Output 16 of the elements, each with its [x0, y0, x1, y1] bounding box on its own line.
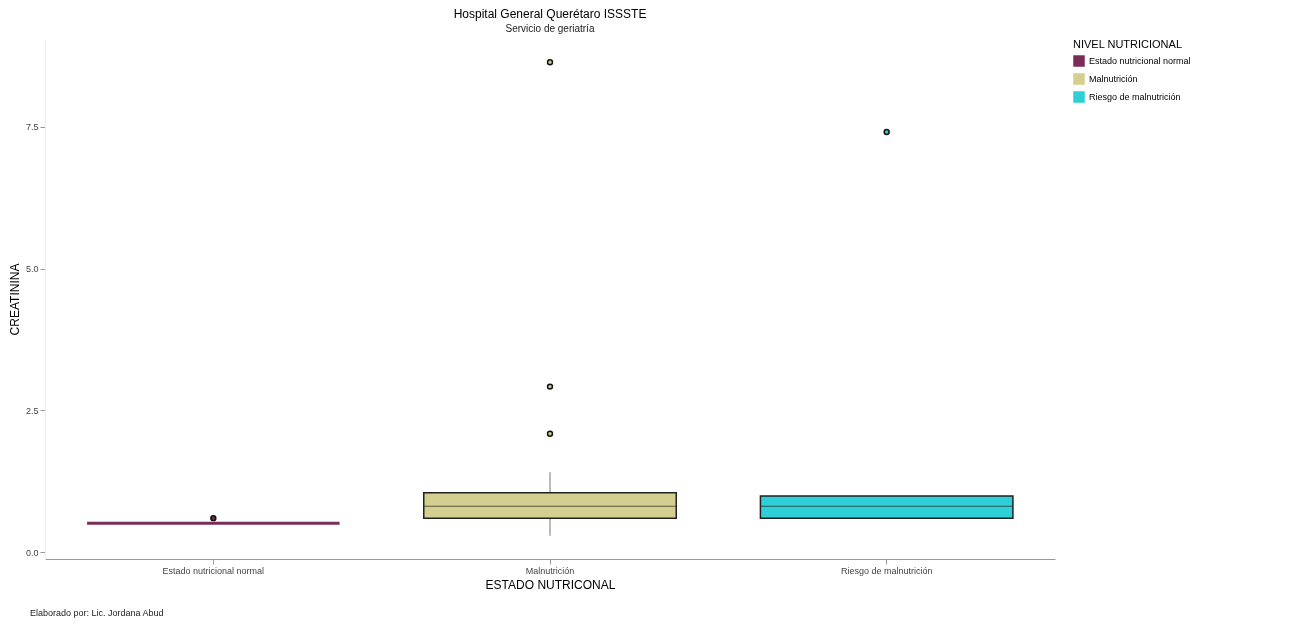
- x-tick-label: Malnutrición: [525, 565, 575, 576]
- y-tick-label: 0.0: [25, 547, 39, 558]
- legend-label: Malnutrición: [1089, 74, 1138, 84]
- legend-title: NIVEL NUTRICIONAL: [1073, 38, 1183, 50]
- chart-subtitle: Servicio de geriatría: [505, 23, 595, 34]
- x-tick-label: Estado nutricional normal: [162, 565, 265, 576]
- y-tick-label: 7.5: [25, 122, 39, 133]
- y-axis-title: CREATININA: [7, 263, 22, 336]
- legend-label: Riesgo de malnutrición: [1089, 92, 1181, 102]
- y-tick-label: 2.5: [25, 405, 39, 416]
- x-tick-label: Riesgo de malnutrición: [840, 565, 933, 576]
- text: Elaborado por: Lic. Jordana Abud: [30, 608, 165, 618]
- legend-label: Estado nutricional normal: [1089, 56, 1191, 66]
- x-axis-title: ESTADO NUTRICONAL: [485, 577, 616, 592]
- y-tick-label: 5.0: [25, 264, 39, 275]
- chart-title: Hospital General Querétaro ISSSTE: [453, 7, 647, 21]
